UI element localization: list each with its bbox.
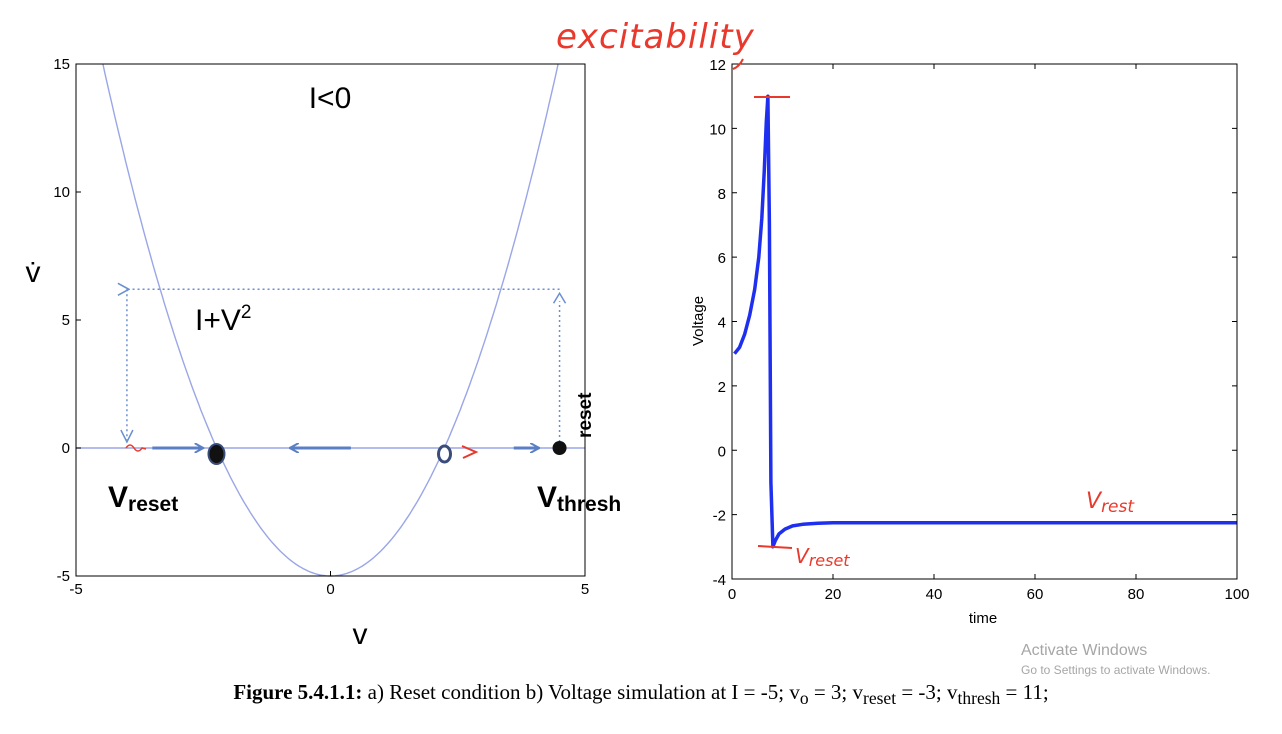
y-tick-label: 2 (718, 379, 726, 396)
left-ylabel: v̇ (26, 256, 41, 289)
x-tick-label: 80 (1128, 586, 1145, 603)
right-xlabel: time (969, 610, 997, 627)
x-tick-label: 0 (728, 586, 736, 603)
y-tick-label: 0 (62, 440, 70, 457)
right-ylabel: Voltage (690, 296, 707, 346)
caption-label: Figure 5.4.1.1: (233, 680, 362, 704)
activate-windows-watermark: Activate Windows Go to Settings to activ… (1021, 642, 1210, 677)
x-tick-label: -5 (69, 581, 82, 598)
left-title: I<0 (309, 82, 352, 115)
x-tick-label: 100 (1224, 586, 1249, 603)
caption-text-4: = 11; (1000, 680, 1048, 704)
watermark-line-2: Go to Settings to activate Windows. (1021, 663, 1210, 677)
reset-label: reset (575, 392, 596, 438)
x-tick-label: 5 (581, 581, 589, 598)
y-tick-label: 6 (718, 250, 726, 267)
y-tick-label: -4 (713, 572, 726, 589)
watermark-line-1: Activate Windows (1021, 642, 1210, 660)
y-tick-label: 5 (62, 312, 70, 329)
y-tick-label: 10 (709, 121, 726, 138)
caption-sub-reset: reset (863, 688, 896, 708)
v-thresh-label: Vthresh (537, 481, 621, 516)
threshold-point (553, 441, 567, 455)
y-tick-label: 12 (709, 57, 726, 74)
x-tick-label: 60 (1027, 586, 1044, 603)
y-tick-label: 4 (718, 315, 726, 332)
fixed-points-layer (208, 441, 566, 464)
y-tick-label: 0 (718, 443, 726, 460)
handwritten-vrest: Vrest (1086, 489, 1135, 517)
caption-sub-thresh: thresh (958, 688, 1001, 708)
v-reset-label: Vreset (108, 481, 178, 516)
figure-caption: Figure 5.4.1.1: a) Reset condition b) Vo… (0, 680, 1282, 709)
caption-text-1: a) Reset condition b) Voltage simulation… (362, 680, 799, 704)
y-tick-label: 10 (53, 184, 70, 201)
caption-text-2: = 3; v (809, 680, 863, 704)
voltage-time-chart: 0 20 40 60 80 100 -4 -2 0 2 4 6 8 10 12 time Voltage e… (556, 17, 1250, 627)
reset-path-layer (121, 289, 566, 442)
voltage-series-line (735, 96, 1238, 547)
x-tick-label: 20 (825, 586, 842, 603)
red-trough-mark (758, 546, 792, 548)
left-ticks-layer: -5 0 5 -5 0 5 10 15 (53, 56, 589, 598)
right-axes-frame (732, 64, 1237, 579)
x-tick-label: 40 (926, 586, 943, 603)
y-tick-label: 15 (53, 56, 70, 73)
y-tick-label: -2 (713, 508, 726, 525)
left-xlabel: v (353, 618, 368, 651)
stable-fixed-point (208, 444, 224, 464)
y-tick-label: 8 (718, 186, 726, 203)
voltage-line-layer (735, 96, 1238, 547)
x-tick-label: 0 (326, 581, 334, 598)
caption-text-3: = -3; v (896, 680, 957, 704)
handwritten-vreset: Vreset (795, 544, 850, 570)
handwritten-excitability: excitability (556, 17, 755, 57)
caption-sub-o: o (800, 688, 809, 708)
unstable-fixed-point (439, 446, 451, 462)
y-tick-label: -5 (57, 568, 70, 585)
curve-label: I+V2 (195, 302, 251, 337)
